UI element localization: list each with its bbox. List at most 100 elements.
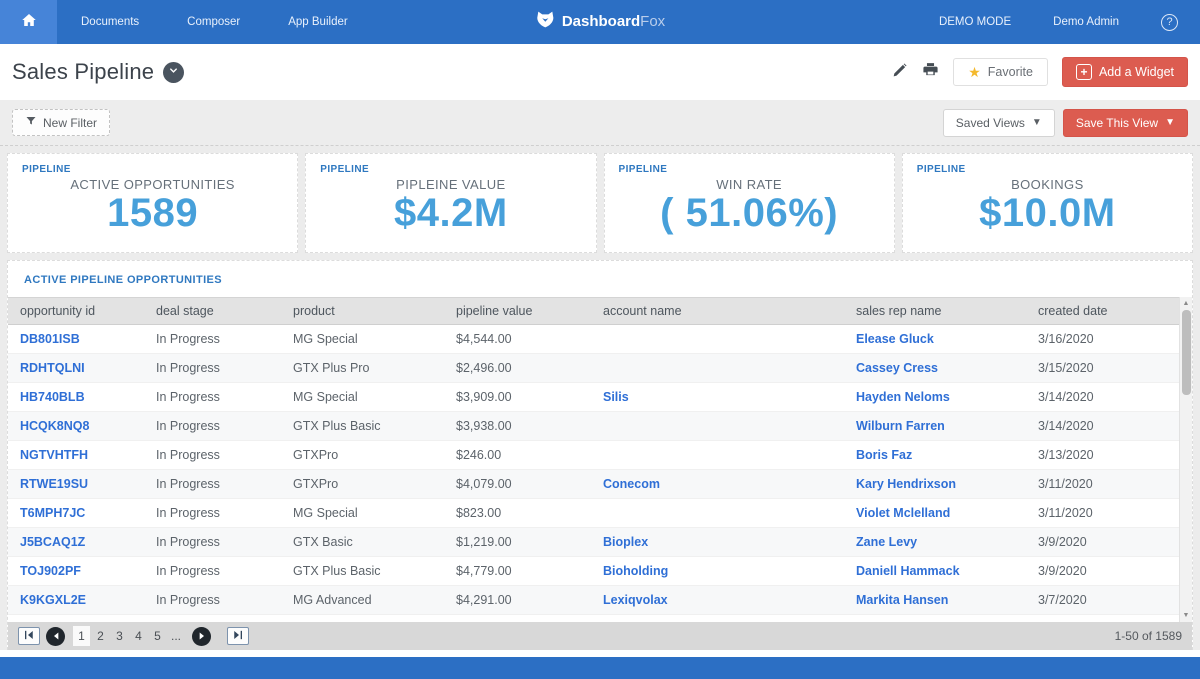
print-button[interactable] (922, 61, 939, 83)
cell-sales-rep-name[interactable]: Cassey Cress (844, 354, 1026, 382)
cell-opportunity-id[interactable]: T6MPH7JC (8, 499, 144, 527)
new-filter-button[interactable]: New Filter (12, 109, 110, 136)
column-header-deal-stage[interactable]: deal stage (144, 298, 281, 324)
save-this-view-button[interactable]: Save This View ▼ (1063, 109, 1188, 137)
next-page-button[interactable] (192, 627, 211, 646)
first-page-button[interactable] (18, 627, 40, 645)
cell-opportunity-id[interactable]: IQD1627T (8, 615, 144, 622)
brand-logo[interactable]: DashboardFox (535, 9, 665, 35)
table-row: RTWE19SUIn ProgressGTXPro$4,079.00Coneco… (8, 470, 1192, 499)
column-header-product[interactable]: product (281, 298, 444, 324)
cell-sales-rep-name[interactable]: Boris Faz (844, 441, 1026, 469)
cell-pipeline-value: $1,219.00 (444, 528, 591, 556)
cell-opportunity-id[interactable]: NGTVHTFH (8, 441, 144, 469)
home-button[interactable] (0, 0, 57, 44)
column-header-account-name[interactable]: account name (591, 298, 844, 324)
column-header-sales-rep-name[interactable]: sales rep name (844, 298, 1026, 324)
cell-account-name[interactable]: Lexiqvolax (591, 586, 844, 614)
cell-opportunity-id[interactable]: RDHTQLNI (8, 354, 144, 382)
cell-sales-rep-name[interactable]: Daniell Hammack (844, 557, 1026, 585)
previous-page-button[interactable] (46, 627, 65, 646)
cell-deal-stage: In Progress (144, 412, 281, 440)
table-header-row: opportunity id deal stage product pipeli… (8, 297, 1192, 325)
kpi-row: PIPELINE ACTIVE OPPORTUNITIES 1589 PIPEL… (7, 153, 1193, 253)
cell-opportunity-id[interactable]: J5BCAQ1Z (8, 528, 144, 556)
cell-opportunity-id[interactable]: TOJ902PF (8, 557, 144, 585)
page-numbers: 1 2 3 4 5 ... (73, 626, 184, 646)
cell-opportunity-id[interactable]: DB801ISB (8, 325, 144, 353)
kpi-card-bookings: PIPELINE BOOKINGS $10.0M (902, 153, 1193, 253)
cell-product: GTX Plus Basic (281, 412, 444, 440)
cell-pipeline-value: $4,291.00 (444, 586, 591, 614)
kpi-category: PIPELINE (22, 164, 71, 175)
cell-opportunity-id[interactable]: HB740BLB (8, 383, 144, 411)
title-dropdown-button[interactable] (163, 62, 184, 83)
home-icon (20, 11, 38, 34)
page-number-4[interactable]: 4 (130, 626, 147, 646)
filter-funnel-icon (25, 115, 37, 130)
cell-sales-rep-name[interactable]: Kary Hendrixson (844, 470, 1026, 498)
cell-deal-stage: In Progress (144, 615, 281, 622)
dashboard-area: PIPELINE ACTIVE OPPORTUNITIES 1589 PIPEL… (0, 146, 1200, 650)
user-menu[interactable]: Demo Admin (1053, 16, 1119, 28)
cell-sales-rep-name[interactable]: Zane Levy (844, 528, 1026, 556)
cell-sales-rep-name[interactable]: Hayden Neloms (844, 383, 1026, 411)
cell-deal-stage: In Progress (144, 441, 281, 469)
cell-opportunity-id[interactable]: HCQK8NQ8 (8, 412, 144, 440)
page-title: Sales Pipeline (12, 59, 154, 85)
cell-sales-rep-name[interactable]: Violet Mclelland (844, 499, 1026, 527)
filter-right-actions: Saved Views ▼ Save This View ▼ (943, 109, 1188, 137)
edit-button[interactable] (892, 62, 908, 83)
cell-deal-stage: In Progress (144, 354, 281, 382)
column-header-created-date[interactable]: created date (1026, 298, 1192, 324)
cell-account-name[interactable]: Bioplex (591, 528, 844, 556)
page-number-1[interactable]: 1 (73, 626, 90, 646)
cell-sales-rep-name[interactable]: Wilburn Farren (844, 412, 1026, 440)
pencil-icon (892, 62, 908, 83)
cell-created-date: 3/14/2020 (1026, 412, 1192, 440)
cell-created-date: 3/14/2020 (1026, 383, 1192, 411)
cell-account-name[interactable]: Conecom (591, 470, 844, 498)
cell-account-name (591, 412, 844, 440)
nav-item-documents[interactable]: Documents (57, 0, 163, 44)
column-header-pipeline-value[interactable]: pipeline value (444, 298, 591, 324)
add-widget-button[interactable]: + Add a Widget (1062, 57, 1188, 87)
footer-strip (0, 657, 1200, 679)
favorite-button[interactable]: ★ Favorite (953, 58, 1048, 86)
cell-deal-stage: In Progress (144, 325, 281, 353)
cell-account-name[interactable]: Silis (591, 383, 844, 411)
kpi-label: ACTIVE OPPORTUNITIES (70, 177, 235, 192)
scroll-down-icon[interactable]: ▼ (1183, 609, 1190, 622)
column-header-opportunity-id[interactable]: opportunity id (8, 298, 144, 324)
cell-sales-rep-name[interactable]: Elease Gluck (844, 325, 1026, 353)
page-number-3[interactable]: 3 (111, 626, 128, 646)
kpi-card-pipeline-value: PIPELINE PIPLEINE VALUE $4.2M (305, 153, 596, 253)
saved-views-button[interactable]: Saved Views ▼ (943, 109, 1055, 137)
cell-created-date: 3/7/2020 (1026, 615, 1192, 622)
nav-item-composer[interactable]: Composer (163, 0, 264, 44)
table-row: TOJ902PFIn ProgressGTX Plus Basic$4,779.… (8, 557, 1192, 586)
demo-mode-label: DEMO MODE (939, 16, 1011, 28)
page-number-2[interactable]: 2 (92, 626, 109, 646)
cell-product: MG Advanced (281, 586, 444, 614)
pagination-bar: 1 2 3 4 5 ... 1-50 of 1589 (8, 622, 1192, 650)
table-row: RDHTQLNIIn ProgressGTX Plus Pro$2,496.00… (8, 354, 1192, 383)
scrollbar-thumb[interactable] (1182, 310, 1191, 395)
table-scrollbar[interactable]: ▲ ▼ (1179, 297, 1192, 622)
help-icon[interactable]: ? (1161, 14, 1178, 31)
cell-sales-rep-name[interactable]: Markita Hansen (844, 586, 1026, 614)
cell-sales-rep-name[interactable]: Elease Gluck (844, 615, 1026, 622)
cell-opportunity-id[interactable]: RTWE19SU (8, 470, 144, 498)
cell-deal-stage: In Progress (144, 528, 281, 556)
footer-gap (0, 650, 1200, 657)
cell-product: GTX Plus Basic (281, 615, 444, 622)
last-page-button[interactable] (227, 627, 249, 645)
table-row: NGTVHTFHIn ProgressGTXPro$246.00Boris Fa… (8, 441, 1192, 470)
nav-item-app-builder[interactable]: App Builder (264, 0, 371, 44)
scroll-up-icon[interactable]: ▲ (1183, 297, 1190, 310)
cell-opportunity-id[interactable]: K9KGXL2E (8, 586, 144, 614)
page-number-5[interactable]: 5 (149, 626, 166, 646)
cell-created-date: 3/9/2020 (1026, 557, 1192, 585)
kpi-card-win-rate: PIPELINE WIN RATE ( 51.06%) (604, 153, 895, 253)
cell-account-name[interactable]: Bioholding (591, 557, 844, 585)
